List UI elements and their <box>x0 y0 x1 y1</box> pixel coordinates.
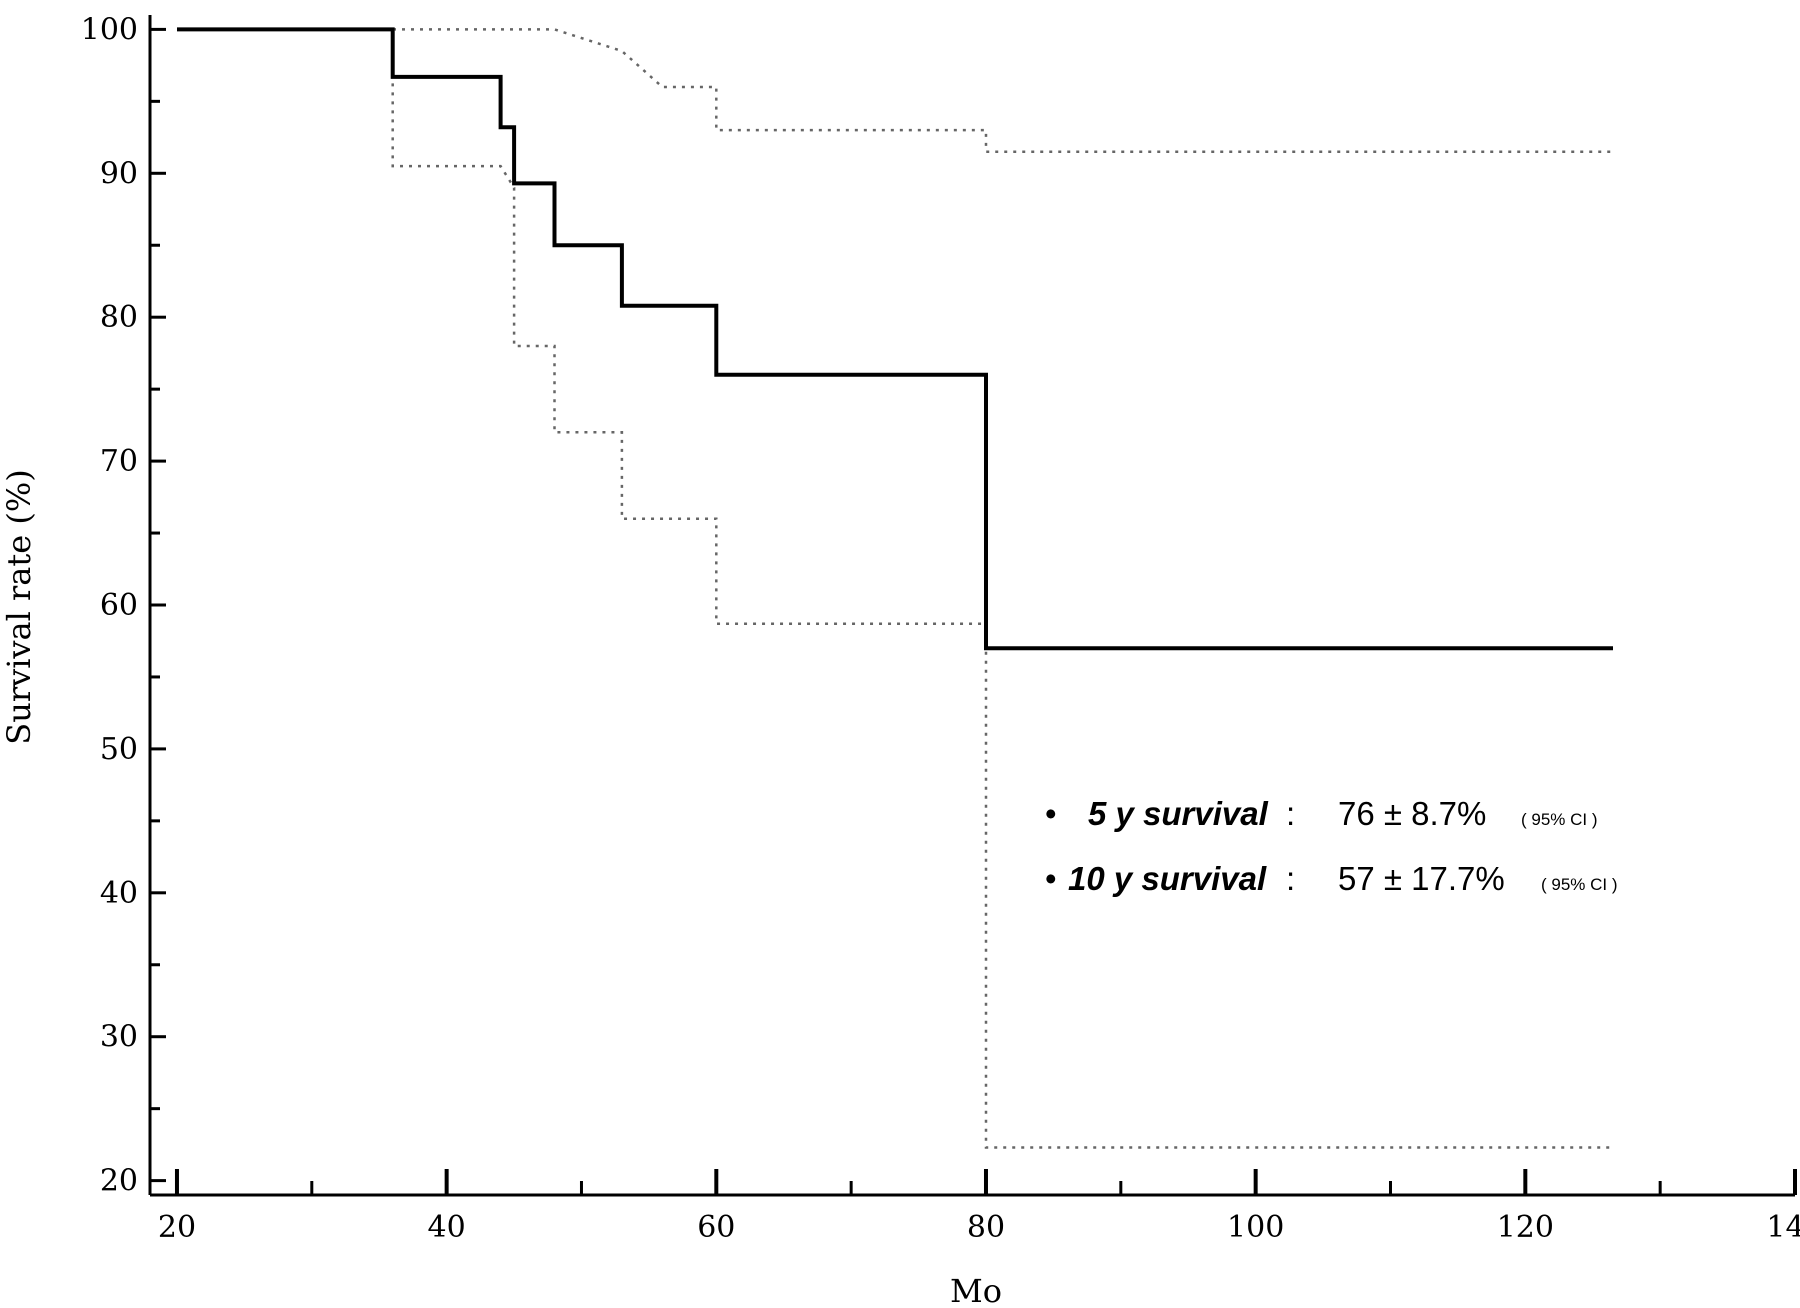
y-tick-label: 40 <box>100 876 138 911</box>
y-ticks: 20 30 40 50 60 70 80 90 100 <box>81 12 166 1199</box>
annotation-5y-separator: : <box>1286 795 1295 832</box>
y-tick-label: 100 <box>81 12 138 47</box>
y-tick-label: 60 <box>100 588 138 623</box>
y-tick-label: 50 <box>100 732 138 767</box>
annotation-10y-value: 57 ± 17.7% <box>1338 860 1505 897</box>
annotation-10y-label: 10 y survival <box>1068 860 1267 897</box>
x-tick-label: 120 <box>1497 1210 1554 1245</box>
survival-annotations: • 5 y survival : 76 ± 8.7% ( 95% CI ) • … <box>1045 795 1618 897</box>
survival-curve <box>177 27 1613 651</box>
x-tick-label: 40 <box>428 1210 466 1245</box>
annotation-10y-separator: : <box>1286 860 1295 897</box>
x-tick-label: 140 <box>1766 1210 1800 1245</box>
x-tick-label: 20 <box>158 1210 196 1245</box>
annotation-5y: • 5 y survival : 76 ± 8.7% ( 95% CI ) <box>1045 795 1598 832</box>
y-tick-label: 90 <box>100 156 138 191</box>
bullet: • <box>1045 860 1057 897</box>
y-axis-title: Survival rate (%) <box>0 469 38 744</box>
ci-upper-line <box>177 28 1613 153</box>
annotation-5y-label: 5 y survival <box>1088 795 1269 832</box>
ci-lower-line <box>391 29 1613 1149</box>
y-tick-label: 70 <box>100 444 138 479</box>
annotation-5y-ci: ( 95% CI ) <box>1521 810 1598 829</box>
annotation-10y-ci: ( 95% CI ) <box>1541 875 1618 894</box>
plot-area <box>177 27 1613 1149</box>
x-axis-title: Mo <box>950 1272 1002 1308</box>
x-tick-label: 100 <box>1227 1210 1284 1245</box>
y-tick-label: 30 <box>100 1020 138 1055</box>
y-tick-label: 80 <box>100 300 138 335</box>
x-ticks: 20 40 60 80 100 120 140 <box>158 1169 1800 1245</box>
annotation-5y-value: 76 ± 8.7% <box>1338 795 1486 832</box>
x-tick-label: 80 <box>967 1210 1005 1245</box>
y-tick-label: 20 <box>100 1164 138 1199</box>
x-tick-label: 60 <box>697 1210 735 1245</box>
annotation-10y: • 10 y survival : 57 ± 17.7% ( 95% CI ) <box>1045 860 1618 897</box>
bullet: • <box>1045 795 1057 832</box>
